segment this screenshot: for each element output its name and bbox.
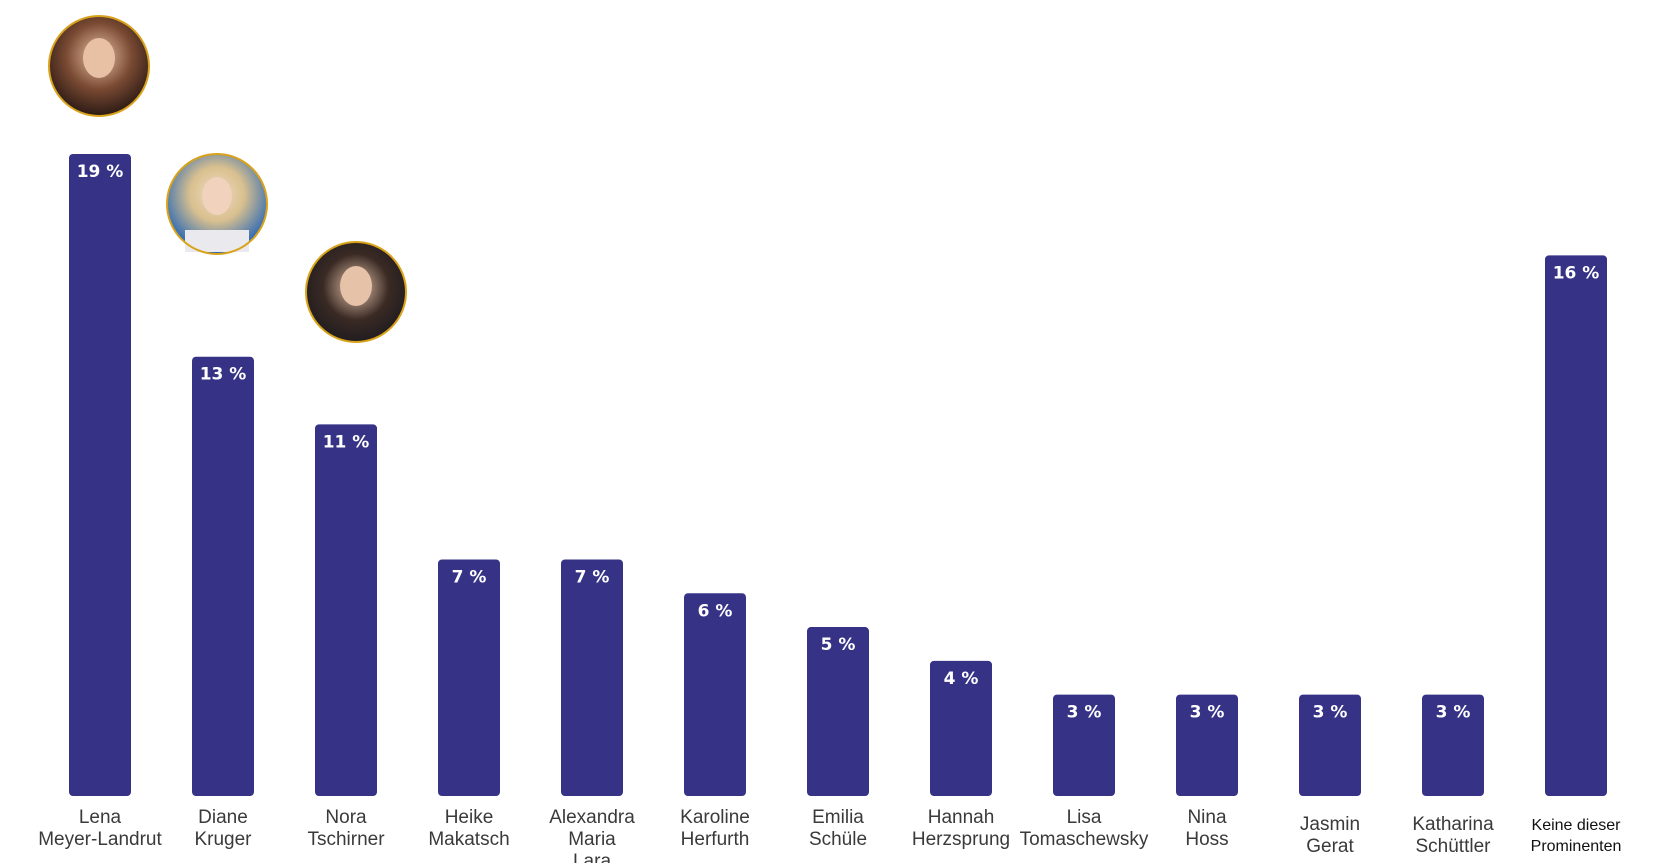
value-label-1: 13 % <box>200 365 247 385</box>
category-label-10: Jasmin Gerat <box>1300 814 1360 857</box>
category-label-line: Keine dieser <box>1532 817 1622 834</box>
portrait-diane-kruger <box>166 153 268 255</box>
category-label-line: Diane <box>198 807 248 828</box>
category-label-line: Lena <box>79 807 122 828</box>
category-label-0: Lena Meyer-Landrut <box>38 807 162 850</box>
category-label-line: Tomaschewsky <box>1020 829 1149 850</box>
portrait-nora-tschirner <box>305 241 407 343</box>
bar-4 <box>561 559 623 796</box>
value-label-5: 6 % <box>698 601 733 621</box>
category-label-8: Lisa Tomaschewsky <box>1020 807 1149 850</box>
category-label-line: Katharina <box>1412 814 1494 835</box>
value-label-8: 3 % <box>1067 703 1102 723</box>
value-label-12: 16 % <box>1553 263 1600 283</box>
category-label-5: Karoline Herfurth <box>680 807 750 850</box>
category-label-line: Hoss <box>1185 829 1228 850</box>
bar-12 <box>1545 255 1607 797</box>
category-label-line: Lisa <box>1067 807 1102 828</box>
bar-1 <box>192 356 254 796</box>
category-label-1: Diane Kruger <box>194 807 252 850</box>
bars-layer: 19 % Lena Meyer-Landrut 13 % Diane Kruger 11 %… <box>38 154 1621 863</box>
category-label-line: Makatsch <box>428 829 509 850</box>
bar-10 <box>1299 694 1361 796</box>
bar-2 <box>315 424 377 796</box>
category-label-9: Nina Hoss <box>1185 807 1228 850</box>
category-label-line: Alexandra <box>549 807 635 828</box>
category-label-3: Heike Makatsch <box>428 807 509 850</box>
category-label-line: Herzsprung <box>912 829 1010 850</box>
bar-0 <box>69 154 131 796</box>
portrait-lena-meyer-landrut <box>48 15 150 117</box>
category-label-line: Heike <box>445 807 494 828</box>
bar-5 <box>684 593 746 796</box>
value-label-11: 3 % <box>1436 703 1471 723</box>
category-label-line: Gerat <box>1306 836 1354 857</box>
value-label-4: 7 % <box>575 567 610 587</box>
value-label-9: 3 % <box>1190 703 1225 723</box>
category-label-6: Emilia Schüle <box>809 807 867 850</box>
portraits-layer <box>48 15 407 343</box>
category-label-4: Alexandra Maria Lara <box>549 807 635 863</box>
category-label-line: Tschirner <box>307 829 385 850</box>
category-label-line: Herfurth <box>681 829 750 850</box>
category-label-line: Nora <box>325 807 367 828</box>
category-label-12: Keine dieser Prominenten <box>1531 817 1622 855</box>
value-label-0: 19 % <box>77 162 124 182</box>
category-label-line: Nina <box>1187 807 1227 828</box>
value-label-3: 7 % <box>452 567 487 587</box>
bar-3 <box>438 559 500 796</box>
value-label-2: 11 % <box>323 432 370 452</box>
category-label-2: Nora Tschirner <box>307 807 385 850</box>
value-label-10: 3 % <box>1313 703 1348 723</box>
category-label-line: Schüle <box>809 829 867 850</box>
bar-11 <box>1422 694 1484 796</box>
bar-8 <box>1053 694 1115 796</box>
category-label-line: Emilia <box>812 807 864 828</box>
category-label-line: Prominenten <box>1531 838 1622 855</box>
bar-6 <box>807 627 869 796</box>
category-label-line: Kruger <box>194 829 252 850</box>
category-label-line: Schüttler <box>1416 836 1492 857</box>
category-label-line: Maria <box>568 829 616 850</box>
bar-9 <box>1176 694 1238 796</box>
category-label-line: Lara <box>573 851 611 863</box>
category-label-line: Meyer-Landrut <box>38 829 162 850</box>
category-label-7: Hannah Herzsprung <box>912 807 1010 850</box>
category-label-line: Karoline <box>680 807 750 828</box>
bar-7 <box>930 660 992 796</box>
category-label-11: Katharina Schüttler <box>1412 814 1494 857</box>
value-label-7: 4 % <box>944 669 979 689</box>
value-label-6: 5 % <box>821 635 856 655</box>
category-label-line: Hannah <box>928 807 995 828</box>
category-label-line: Jasmin <box>1300 814 1360 835</box>
